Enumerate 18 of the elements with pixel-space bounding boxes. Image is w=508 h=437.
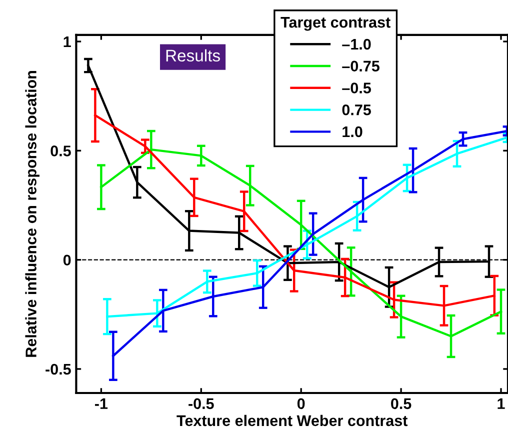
y-tick-label: 1 xyxy=(64,36,71,48)
y-tick-label: 0.5 xyxy=(50,146,71,156)
legend-title: Target contrast xyxy=(280,17,390,31)
y-tick-label: 0 xyxy=(63,254,71,266)
y-axis-title: Relative influence on response location xyxy=(25,71,40,357)
x-axis-title: Texture element Weber contrast xyxy=(176,414,408,426)
legend-label: –0.75 xyxy=(342,60,380,72)
legend-label: 0.75 xyxy=(342,104,371,116)
x-tick-label: -0.5 xyxy=(188,398,214,410)
x-tick-label: -1 xyxy=(94,398,108,409)
legend-label: 1.0 xyxy=(342,126,362,138)
x-tick-label: 1 xyxy=(498,398,505,409)
legend-label: –0.5 xyxy=(342,82,371,94)
x-tick-label: 0 xyxy=(297,398,305,410)
y-tick-label: -0.5 xyxy=(46,364,71,375)
legend-label: –1.0 xyxy=(342,38,371,50)
annotation: Results xyxy=(166,49,220,62)
x-tick-label: 0.5 xyxy=(391,398,412,410)
